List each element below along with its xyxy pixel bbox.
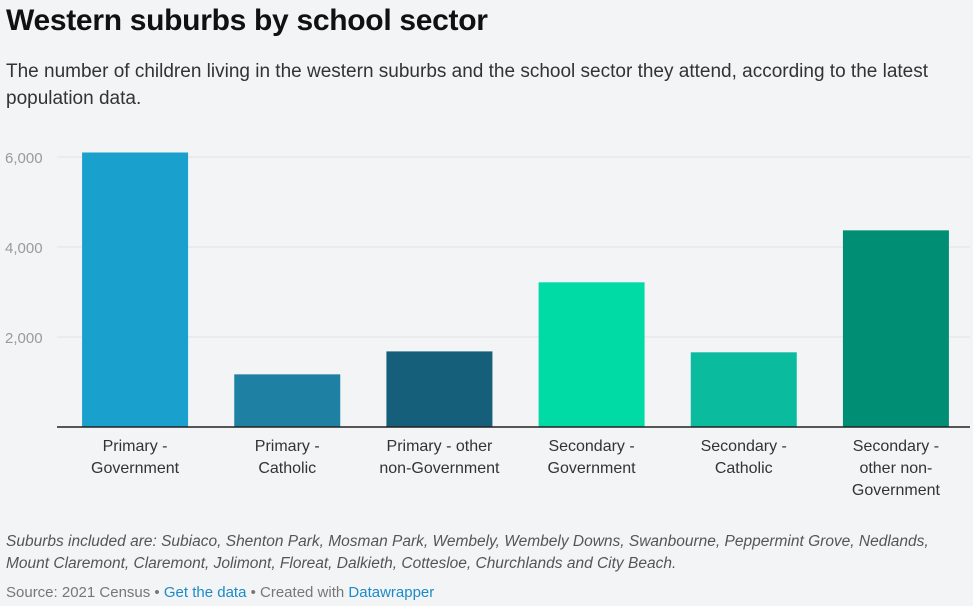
- datawrapper-link[interactable]: Datawrapper: [348, 584, 435, 601]
- x-tick-label: Government: [852, 482, 941, 499]
- bar: [82, 152, 189, 427]
- x-tick-label: Catholic: [715, 460, 773, 477]
- x-tick-label: Catholic: [258, 460, 316, 477]
- chart-title: Western suburbs by school sector: [6, 4, 488, 37]
- x-tick-label: Government: [91, 460, 180, 477]
- bar: [386, 351, 493, 427]
- source-text: Source: 2021 Census: [6, 584, 151, 601]
- bar: [538, 282, 645, 427]
- chart-subtitle: The number of children living in the wes…: [6, 61, 929, 109]
- y-tick-label: 2,000: [5, 330, 43, 347]
- bar: [690, 352, 797, 427]
- chart-footer: Source: 2021 Census • Get the data • Cre…: [6, 584, 434, 601]
- x-tick-label: Secondary -: [548, 438, 634, 455]
- x-tick-label: Primary -: [255, 438, 320, 455]
- x-tick-label: Secondary -: [701, 438, 787, 455]
- x-tick-label: other non-: [859, 460, 932, 477]
- x-tick-label: Primary -: [103, 438, 168, 455]
- get-data-link[interactable]: Get the data: [163, 584, 247, 601]
- x-tick-label: Secondary -: [853, 438, 939, 455]
- x-tick-label: Government: [548, 460, 637, 477]
- y-tick-label: 4,000: [5, 240, 43, 257]
- x-tick-label: non-Government: [379, 460, 500, 477]
- y-tick-label: 6,000: [5, 150, 43, 167]
- separator: • Created with: [246, 584, 349, 601]
- bar: [234, 374, 341, 427]
- chart-notes: Suburbs included are: Subiaco, Shenton P…: [6, 533, 929, 572]
- bar: [842, 230, 949, 427]
- x-tick-label: Primary - other: [387, 438, 493, 455]
- separator: •: [150, 584, 164, 601]
- bar-chart: 2,000 4,000 6,000 Primary - Government Primar…: [5, 150, 970, 499]
